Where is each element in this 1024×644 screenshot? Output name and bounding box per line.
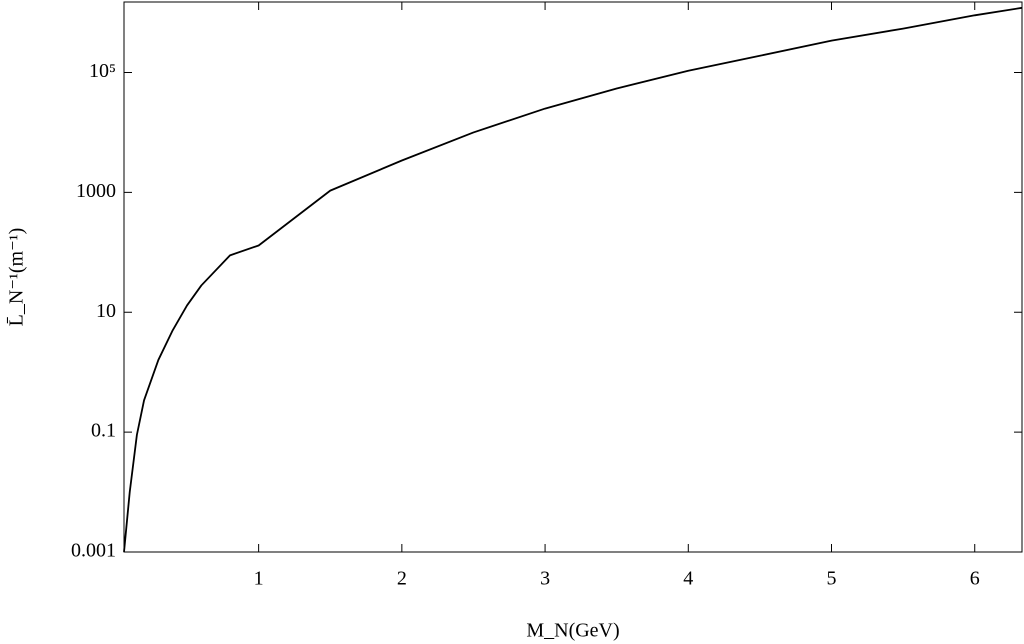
plot-frame: [123, 1, 1023, 553]
y-tick-label: 1000: [76, 180, 116, 202]
y-tick-label: 0.1: [91, 420, 116, 442]
x-tick-label: 4: [683, 568, 693, 590]
y-tick-label: 10⁵: [89, 60, 116, 82]
x-tick-label: 6: [970, 568, 980, 590]
line: [123, 6, 1023, 553]
x-tick-label: 2: [397, 568, 407, 590]
y-tick-label: 10: [96, 300, 116, 322]
x-tick-label: 5: [827, 568, 837, 590]
y-tick-label: 0.001: [71, 540, 116, 562]
y-axis-label: L̄_N⁻¹(m⁻¹): [6, 228, 28, 327]
x-tick-label: 3: [540, 568, 550, 590]
x-tick-label: 1: [254, 568, 264, 590]
x-axis-label: M_N(GeV): [526, 620, 619, 642]
